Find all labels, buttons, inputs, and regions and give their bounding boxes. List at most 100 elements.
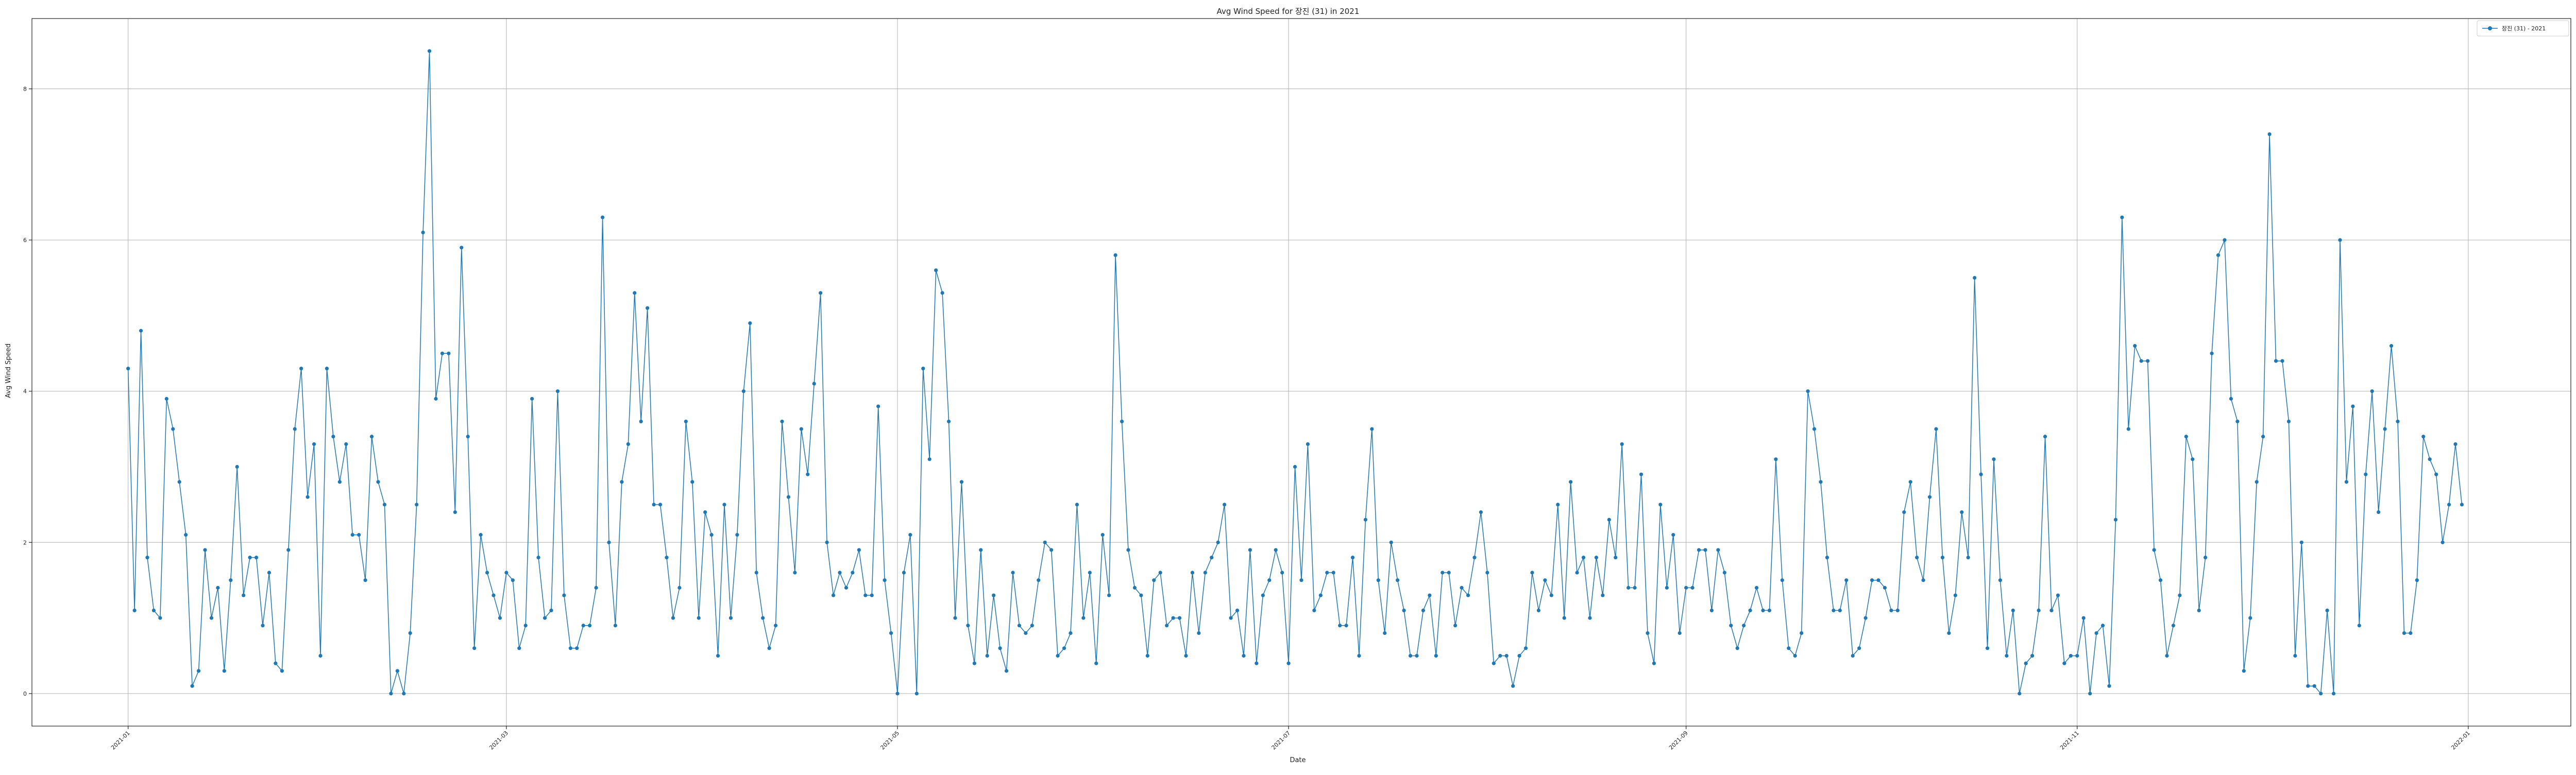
data-point [1350,556,1355,560]
data-point [1774,457,1778,461]
data-point [1927,495,1932,499]
data-point [1819,480,1823,484]
data-point [1389,540,1393,544]
data-point [819,291,823,295]
data-point [1992,457,1996,461]
data-point [2364,472,2368,476]
legend: 장진 (31) - 2021 [2477,20,2569,37]
data-point [2024,661,2028,665]
data-point [299,367,303,371]
data-point [1203,571,1207,575]
data-point [363,578,367,582]
data-point [2146,359,2150,363]
data-point [2453,442,2458,446]
data-point [2075,653,2079,658]
data-point [581,624,585,628]
data-point [1126,548,1130,552]
data-point [1876,578,1880,582]
data-point [1216,540,1220,544]
data-point [2267,132,2272,136]
data-point [870,593,874,597]
data-point [1562,616,1566,620]
data-point [799,427,803,431]
series-line [127,50,2463,694]
data-point [1081,616,1086,620]
data-point [1223,503,1227,507]
data-point [1402,608,1406,612]
data-point [1966,556,1970,560]
data-point [1825,556,1829,560]
data-point [838,571,842,575]
data-point [344,442,348,446]
data-point [633,291,637,295]
data-point [1556,503,1560,507]
data-point [908,533,912,537]
data-point [1318,593,1323,597]
data-point [2331,692,2336,696]
data-point [235,464,239,469]
data-point [293,427,297,431]
data-point [2030,653,2035,658]
data-point [1832,608,1836,612]
data-point [1120,419,1124,424]
data-point [357,533,361,537]
data-point [2100,624,2105,628]
data-point [2344,480,2349,484]
data-point [1017,624,1022,628]
data-point [773,624,778,628]
data-point [145,556,149,560]
data-point [1722,571,1726,575]
data-point [511,578,515,582]
data-point [2011,608,2015,612]
data-point [1703,548,1707,552]
data-point [1165,624,1169,628]
legend-label: 장진 (31) - 2021 [2502,25,2546,32]
data-point [741,389,745,393]
data-point [2370,389,2374,393]
data-point [1299,578,1303,582]
data-point [517,646,521,650]
data-point [1767,608,1772,612]
data-point [2069,653,2073,658]
data-point [184,533,188,537]
data-point [1242,653,1246,658]
data-point [927,457,931,461]
data-point [1594,556,1599,560]
data-point [1569,480,1573,484]
data-point [2351,404,2355,408]
data-point [831,593,836,597]
data-point [1883,585,1887,590]
data-point [2235,419,2240,424]
data-point [863,593,868,597]
data-point [1184,653,1188,658]
data-point [1787,646,1791,650]
data-point [369,435,374,439]
data-point [222,669,226,673]
data-point [1575,571,1579,575]
data-point [1043,540,1047,544]
data-point [2242,669,2246,673]
data-point [998,646,1002,650]
data-point [575,646,579,650]
data-point [1973,275,1977,280]
data-point [2255,480,2259,484]
data-point [1844,578,1849,582]
data-point [402,692,406,696]
data-point [1062,646,1066,650]
data-point [568,646,572,650]
data-point [171,427,175,431]
data-point [2389,344,2394,348]
data-point [1652,661,1656,665]
data-point [2434,472,2438,476]
data-point [2402,631,2406,635]
data-point [1011,571,1015,575]
data-point [2223,238,2227,242]
data-point [1754,585,1759,590]
data-point [1383,631,1387,635]
data-point [2197,608,2201,612]
data-point [1485,571,1489,575]
data-point [690,480,694,484]
data-point [665,556,669,560]
data-point [2312,684,2316,688]
data-point [2171,624,2176,628]
